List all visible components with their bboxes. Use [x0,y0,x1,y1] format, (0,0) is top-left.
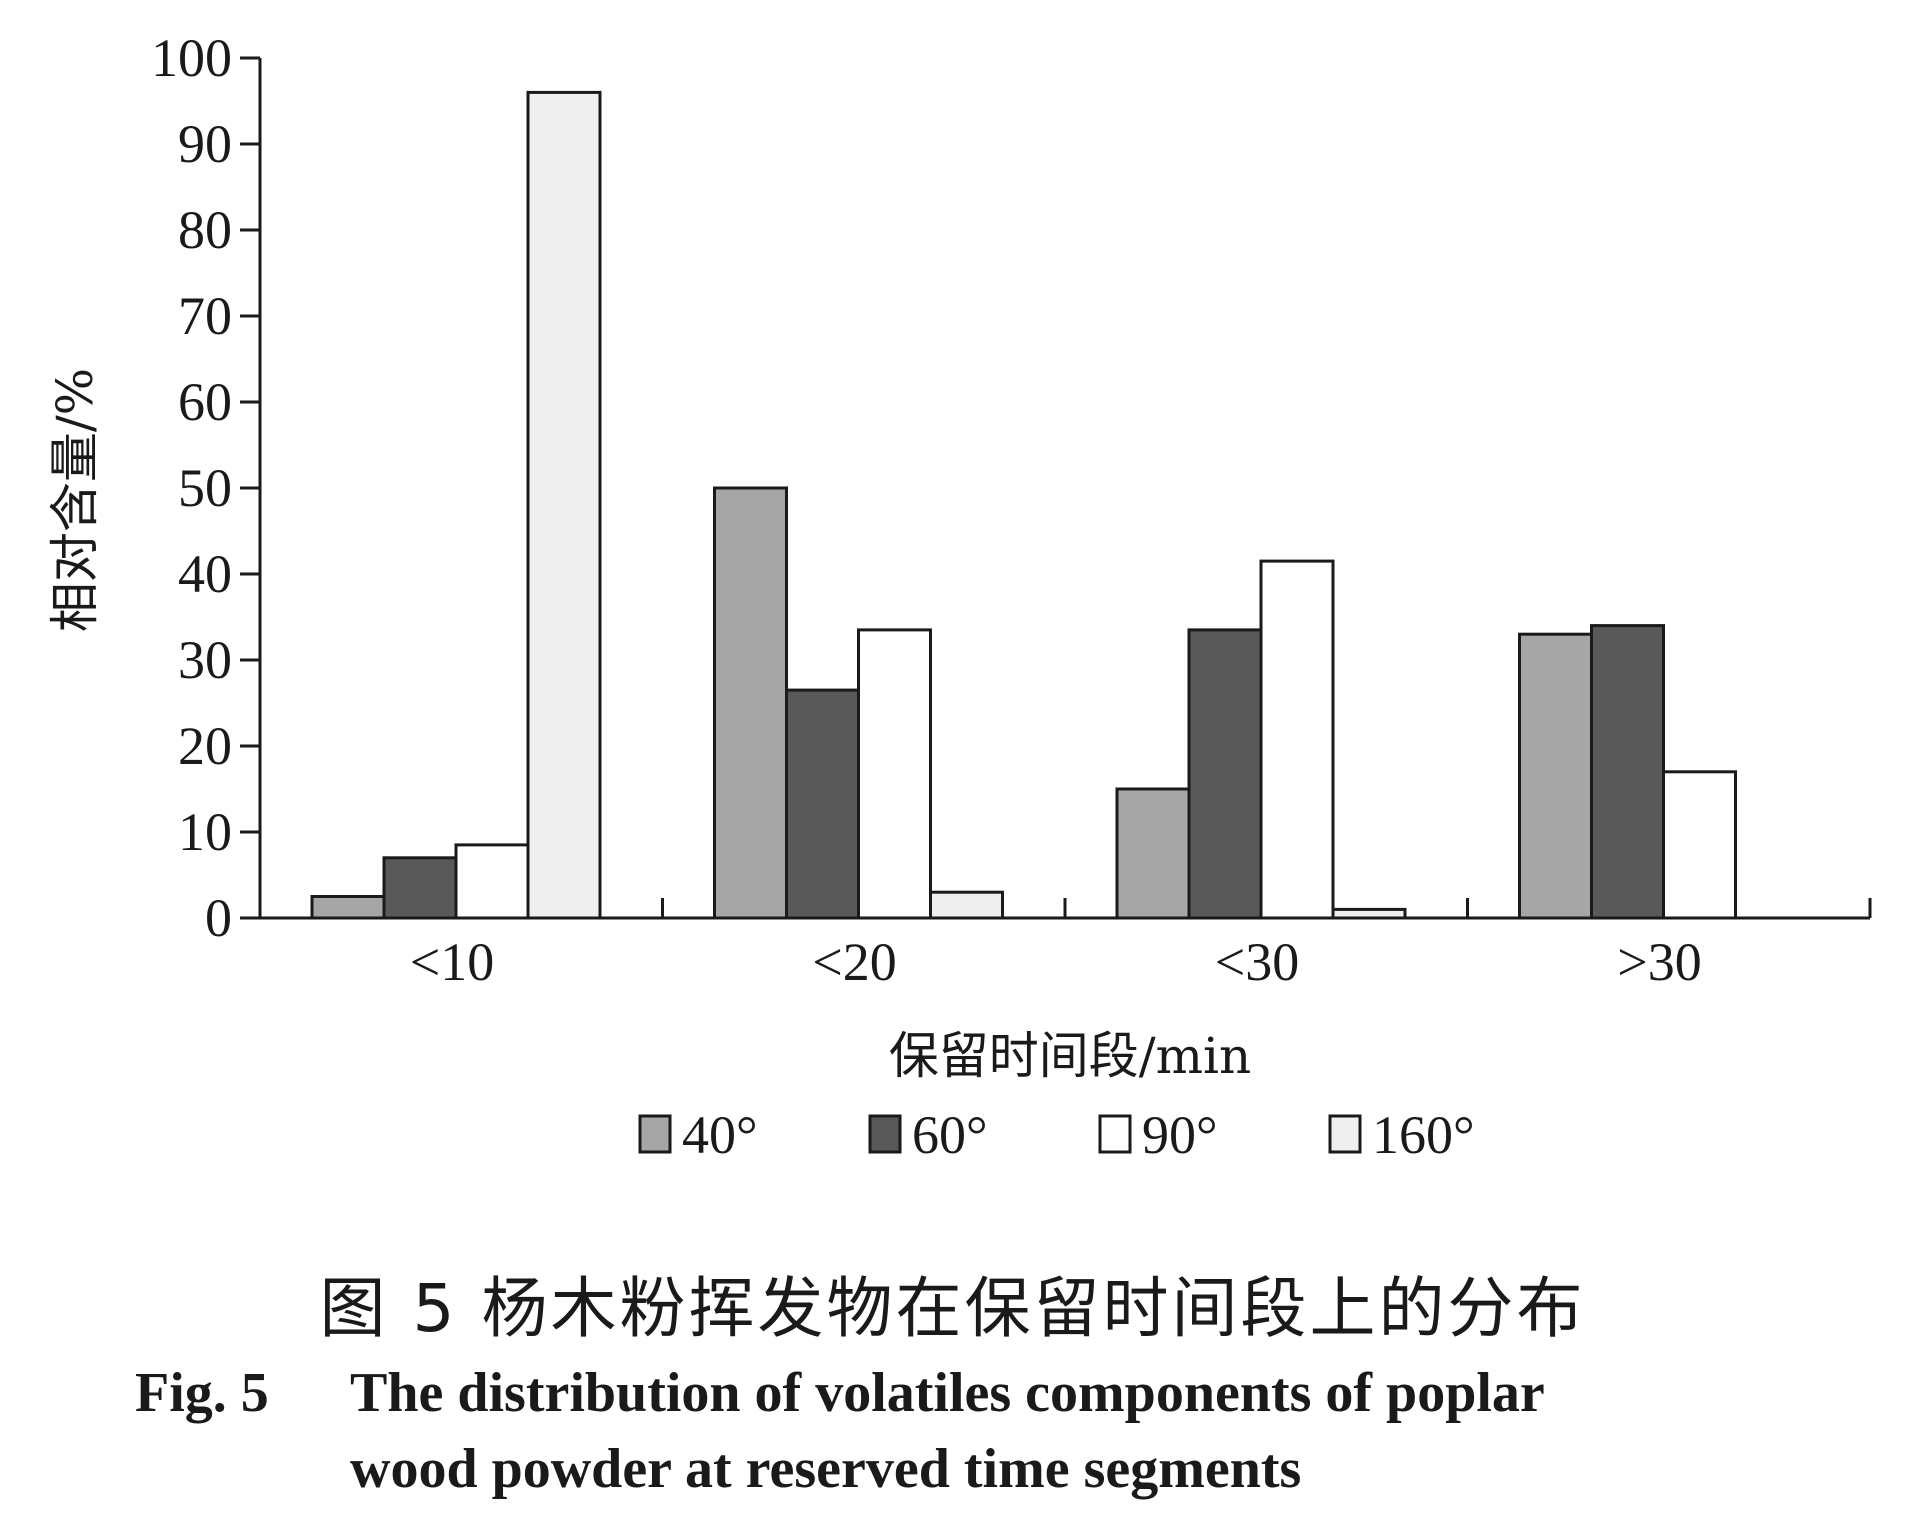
figure-caption-english: Fig. 5 The distribution of volatiles comp… [135,1355,1855,1507]
caption-english-line-2: wood powder at reserved time segments [350,1438,1302,1500]
y-tick-label: 20 [178,716,232,776]
legend: 40° 60° 90° 160° [638,1105,1475,1165]
legend-swatch [1328,1114,1362,1154]
y-tick-label: 30 [178,630,232,690]
legend-label: 40° [682,1105,758,1165]
y-axis-ticks: 0 10 20 30 40 50 60 70 80 90 100 [151,28,260,948]
y-tick-label: 10 [178,802,232,862]
y-tick-label: 90 [178,114,232,174]
bar [1590,624,1665,920]
bar [382,856,458,920]
bar [1187,628,1263,920]
figure-caption-chinese: 图 5 杨木粉挥发物在保留时间段上的分布 [319,1270,1586,1347]
bar [1662,770,1737,920]
bar [857,628,932,920]
y-tick-label: 0 [205,888,232,948]
x-axis-title: 保留时间段/min [889,1027,1251,1085]
x-tick-label: <10 [410,932,494,992]
legend-label: 90° [1142,1105,1218,1165]
bars [310,90,1737,920]
y-tick-label: 40 [178,544,232,604]
y-tick-label: 100 [151,28,232,88]
legend-swatch [638,1114,672,1154]
bar [1259,559,1335,920]
bar [929,890,1004,920]
bar [785,688,860,920]
legend-label: 60° [912,1105,988,1165]
bar [526,90,602,920]
x-tick-label: >30 [1617,932,1701,992]
figure-label: Fig. 5 [135,1362,269,1424]
bar [1115,787,1191,920]
x-tick-label: <30 [1215,932,1299,992]
x-axis-ticks: <10 <20 <30 >30 [410,898,1872,992]
x-tick-label: <20 [812,932,896,992]
y-tick-label: 70 [178,286,232,346]
y-tick-label: 60 [178,372,232,432]
bar [1518,632,1593,920]
bar-chart: 0 10 20 30 40 50 60 70 80 90 100 <10 <20 <30 >30 相对含量… [46,28,1872,1165]
y-axis-title: 相对含量/% [46,368,104,632]
bar [454,843,530,920]
bar [713,486,788,920]
caption-english-line-1: The distribution of volatiles components… [350,1362,1545,1424]
legend-swatch [1098,1114,1132,1154]
y-tick-label: 80 [178,200,232,260]
y-tick-label: 50 [178,458,232,518]
bar [310,895,386,920]
axes [258,58,1870,920]
legend-swatch [868,1114,902,1154]
legend-label: 160° [1372,1105,1475,1165]
